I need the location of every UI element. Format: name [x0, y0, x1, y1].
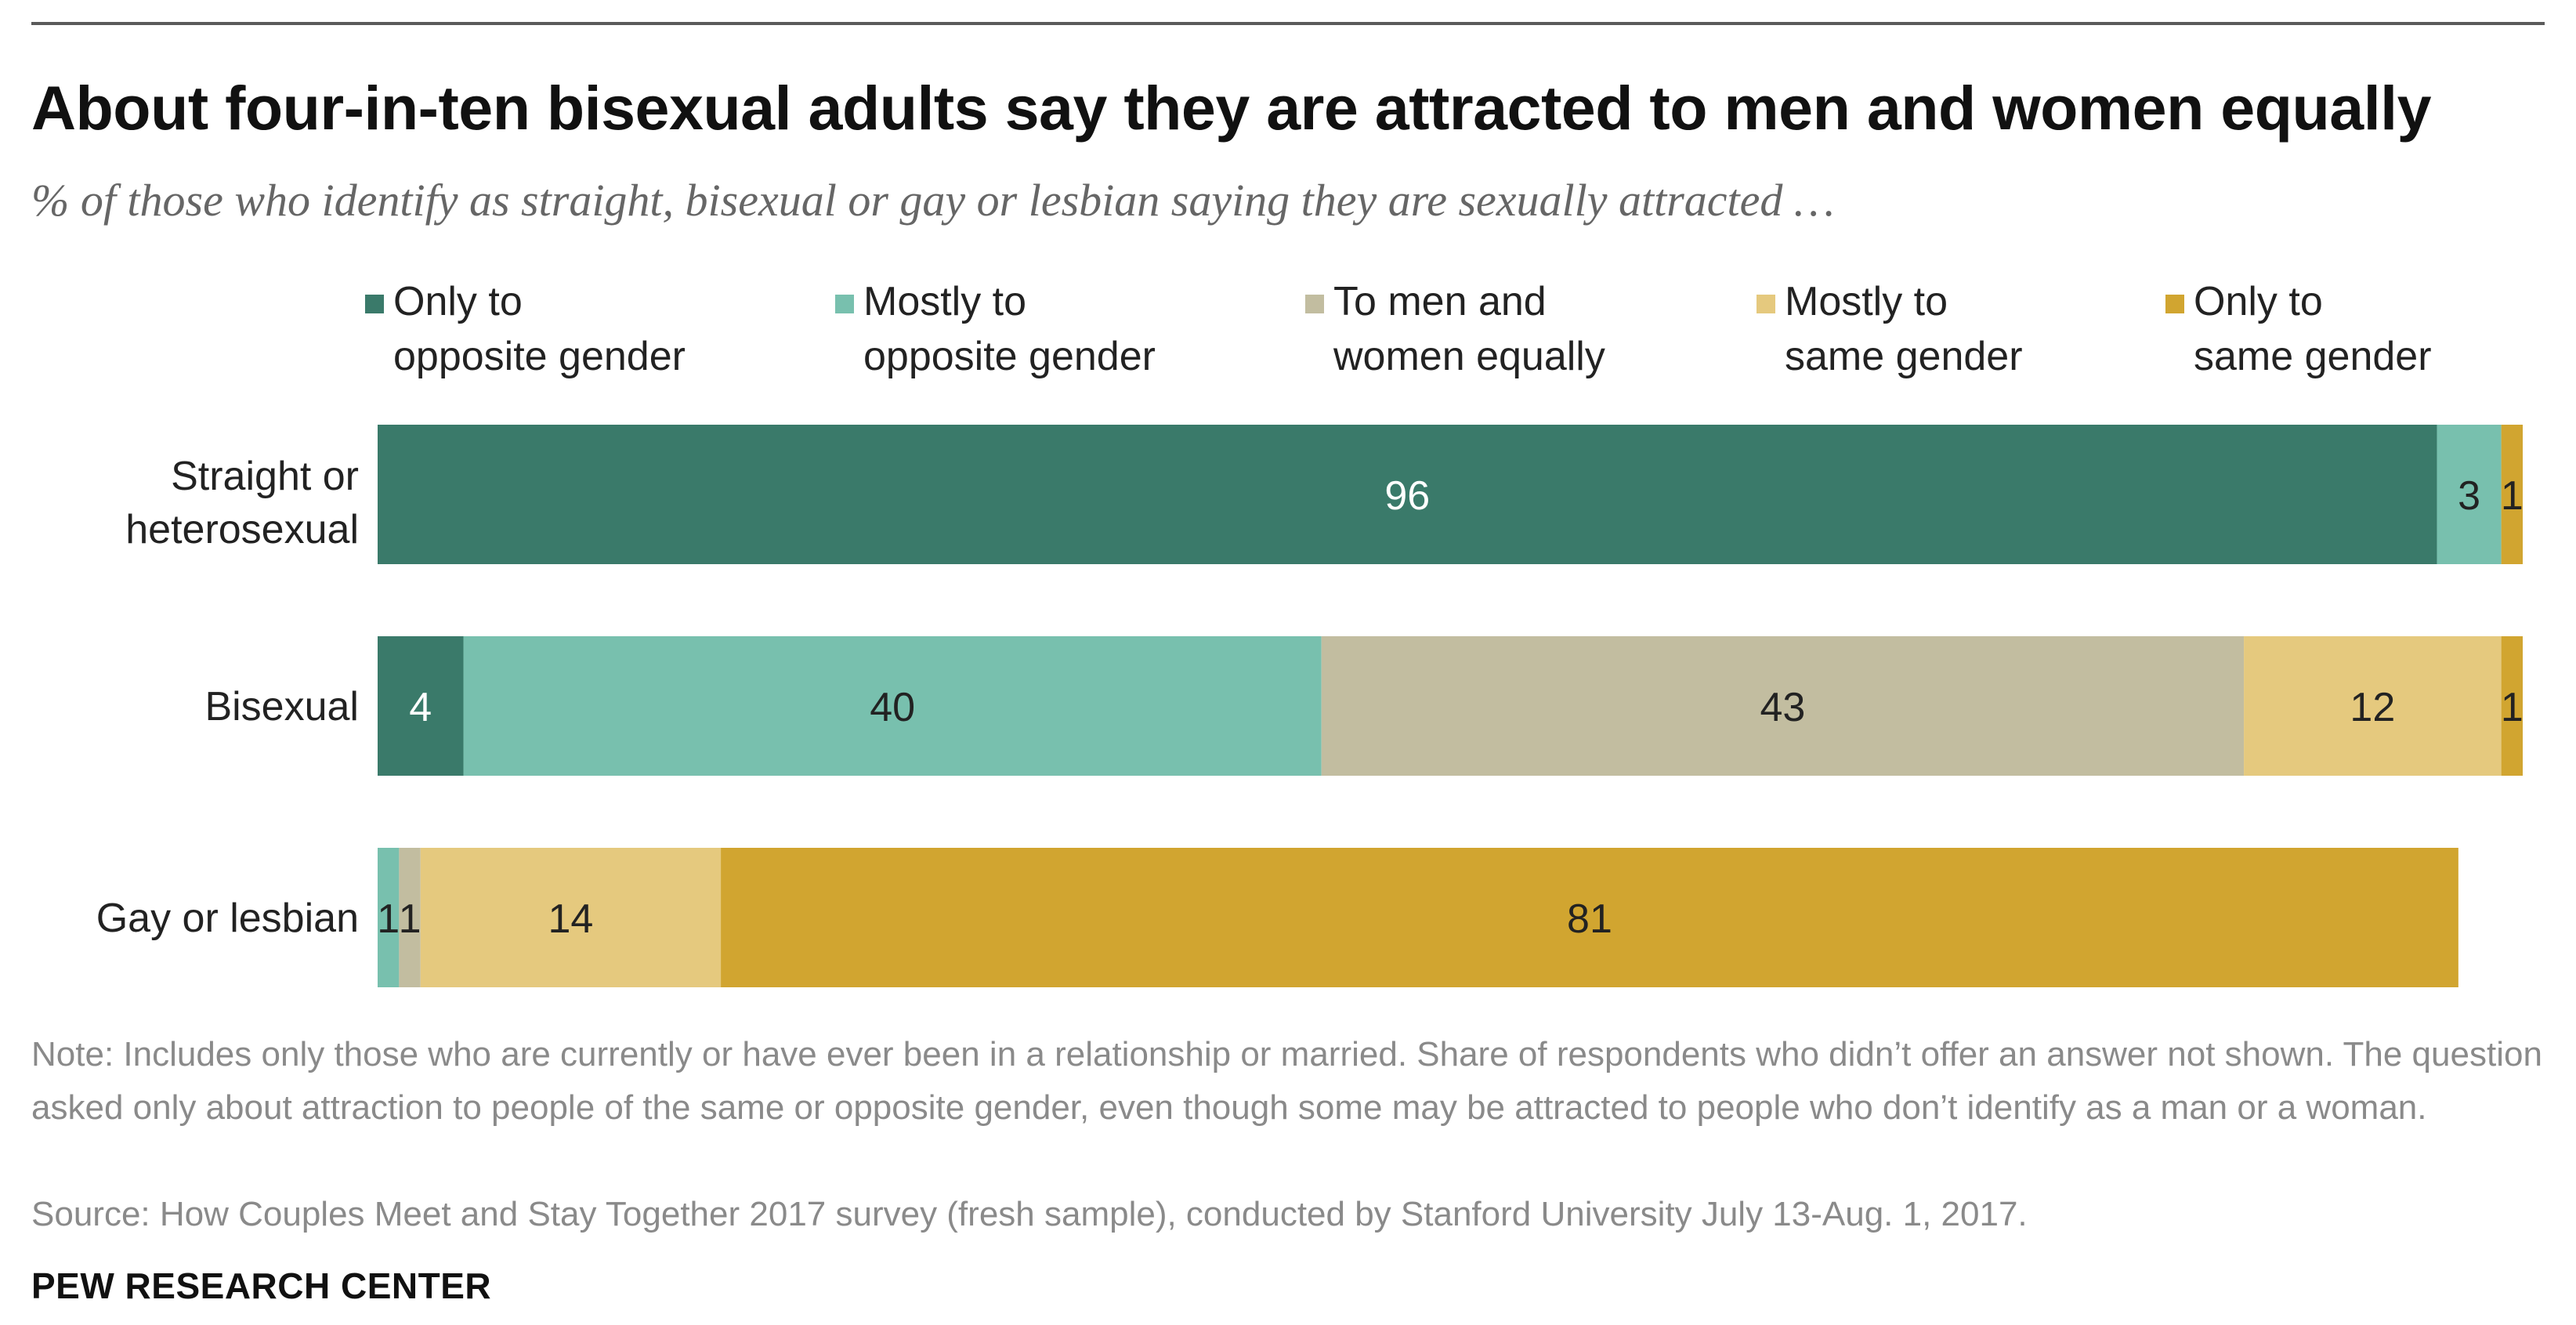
row-label-gay-lesbian: Gay or lesbian	[96, 896, 359, 941]
stacked-bar-chart: Straight or heterosexual Bisexual Gay or…	[96, 425, 2524, 987]
top-rule	[31, 22, 2545, 25]
chart-title: About four-in-ten bisexual adults say th…	[31, 73, 2432, 143]
chart-subtitle: % of those who identify as straight, bis…	[31, 175, 1835, 226]
bar-segment-gay-or-lesbian-to-men-and-women-equally	[399, 848, 421, 987]
bar-segment-gay-or-lesbian-mostly-to-same-gender	[420, 848, 722, 987]
bar-segment-gay-or-lesbian-mostly-to-opposite-gender	[378, 848, 400, 987]
data-label-bisexual-only-to-same-gender: 1	[2501, 685, 2524, 730]
legend-label: Mostly to same gender	[1785, 279, 2023, 379]
legend-label: To men and women equally	[1333, 279, 1605, 379]
legend-swatch	[1305, 295, 1324, 313]
data-label-bisexual-mostly-to-opposite-gender: 40	[870, 685, 915, 730]
legend-swatch	[365, 295, 384, 313]
bar-segment-bisexual-to-men-and-women-equally	[1321, 636, 2245, 776]
data-label-gay-or-lesbian-mostly-to-same-gender: 14	[548, 896, 593, 942]
legend: Only to opposite gender Mostly to opposi…	[0, 274, 2576, 392]
legend-label: Only to opposite gender	[393, 279, 686, 379]
row-label-bisexual: Bisexual	[204, 684, 359, 729]
row-label-straight: Straight or heterosexual	[125, 454, 359, 552]
bar-segment-straight-or-heterosexual-only-to-same-gender	[2501, 425, 2523, 564]
footnote: Note: Includes only those who are curren…	[31, 1035, 2542, 1127]
data-label-gay-or-lesbian-mostly-to-opposite-gender: 1	[377, 896, 400, 942]
bar-segment-bisexual-mostly-to-same-gender	[2244, 636, 2502, 776]
data-label-bisexual-only-to-opposite-gender: 4	[409, 685, 432, 730]
legend-swatch	[1757, 295, 1775, 313]
bar-segment-straight-or-heterosexual-mostly-to-opposite-gender	[2437, 425, 2502, 564]
legend-swatch	[835, 295, 854, 313]
source-line: Source: How Couples Meet and Stay Togeth…	[31, 1195, 2028, 1233]
bar-segment-bisexual-mostly-to-opposite-gender	[463, 636, 1322, 776]
data-label-gay-or-lesbian-to-men-and-women-equally: 1	[399, 896, 421, 942]
data-label-bisexual-mostly-to-same-gender: 12	[2350, 685, 2395, 730]
legend-label: Mostly to opposite gender	[863, 279, 1156, 379]
legend-label: Only to same gender	[2194, 279, 2432, 379]
bar-segment-bisexual-only-to-opposite-gender	[378, 636, 464, 776]
data-label-straight-or-heterosexual-mostly-to-opposite-gender: 3	[2458, 473, 2480, 519]
bar-segment-straight-or-heterosexual-only-to-opposite-gender	[378, 425, 2437, 564]
data-label-gay-or-lesbian-only-to-same-gender: 81	[1567, 896, 1612, 942]
data-label-straight-or-heterosexual-only-to-same-gender: 1	[2501, 473, 2524, 519]
legend-swatch	[2165, 295, 2184, 313]
data-label-straight-or-heterosexual-only-to-opposite-gender: 96	[1384, 473, 1430, 519]
data-label-bisexual-to-men-and-women-equally: 43	[1760, 685, 1805, 730]
bar-segment-bisexual-only-to-same-gender	[2501, 636, 2523, 776]
pew-credit: PEW RESEARCH CENTER	[31, 1265, 492, 1306]
bars-svg: 96 3 14 40 43 12 111 14 81	[377, 425, 2524, 987]
bar-segment-gay-or-lesbian-only-to-same-gender	[721, 848, 2458, 987]
